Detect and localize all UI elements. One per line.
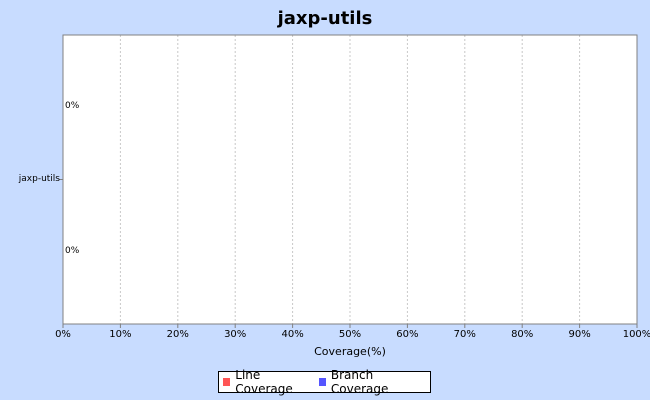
- x-tick-label: 20%: [166, 329, 189, 340]
- data-label-line-coverage: 0%: [65, 101, 80, 112]
- x-tick-label: 100%: [622, 329, 650, 340]
- x-tick-label: 40%: [281, 329, 304, 340]
- x-tick-label: 50%: [338, 329, 362, 340]
- legend-swatch-line-coverage: [223, 378, 231, 386]
- x-tick-label: 0%: [55, 329, 71, 340]
- data-label-branch-coverage: 0%: [65, 245, 80, 256]
- x-tick-label: 70%: [453, 329, 476, 340]
- x-tick-label: 30%: [224, 329, 247, 340]
- chart-legend: Line Coverage Branch Coverage: [218, 368, 431, 396]
- legend-swatch-branch-coverage: [318, 378, 326, 386]
- legend-item-line-coverage: Line Coverage: [223, 368, 314, 396]
- legend-label-line-coverage: Line Coverage: [235, 368, 293, 396]
- x-tick-label: 60%: [396, 329, 419, 340]
- chart-title: jaxp-utils: [277, 8, 373, 29]
- legend-label-branch-coverage: Branch Coverage: [330, 368, 389, 396]
- x-tick-label: 10%: [109, 329, 132, 340]
- x-tick-label: 90%: [568, 329, 591, 340]
- x-tick-label: 80%: [511, 329, 534, 340]
- legend-item-branch-coverage: Branch Coverage: [318, 368, 425, 396]
- y-category-label: jaxp-utils: [18, 173, 60, 184]
- x-axis-label: Coverage(%): [314, 345, 386, 358]
